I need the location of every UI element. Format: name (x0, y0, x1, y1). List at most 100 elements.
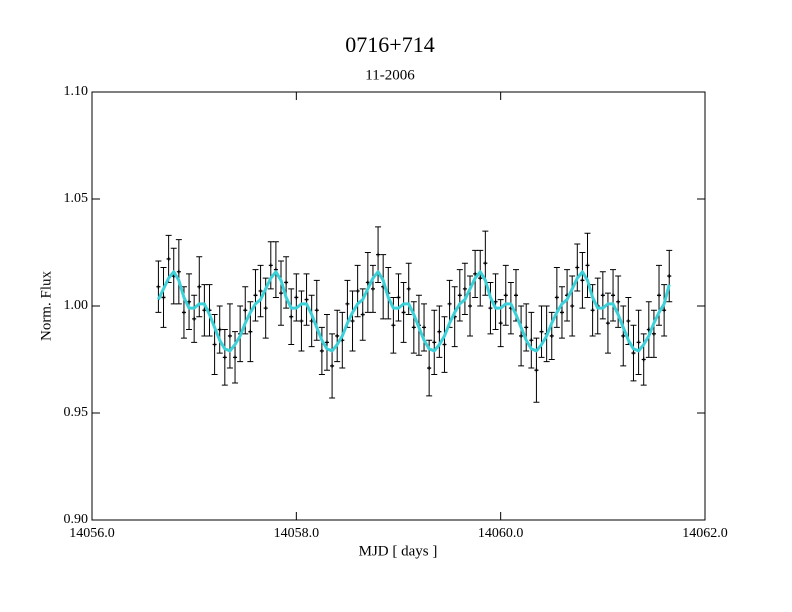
data-point (457, 293, 462, 298)
data-point (590, 308, 595, 313)
data-point (401, 310, 406, 315)
data-point (432, 340, 437, 345)
data-point (524, 325, 529, 330)
data-point (299, 318, 304, 323)
data-point (345, 301, 350, 306)
data-point (559, 310, 564, 315)
data-point (503, 293, 508, 298)
data-point (611, 293, 616, 298)
data-point (498, 321, 503, 326)
data-point (176, 269, 181, 274)
x-tick-label: 14056.0 (69, 526, 115, 541)
data-point (355, 289, 360, 294)
data-point (427, 366, 432, 371)
chart-title: 0716+714 (345, 32, 434, 57)
data-point (314, 308, 319, 313)
data-point (406, 286, 411, 291)
data-point (554, 295, 559, 300)
x-tick-label: 14060.0 (478, 526, 524, 541)
data-point (187, 299, 192, 304)
smooth-curve (157, 270, 671, 353)
data-point (330, 363, 335, 368)
data-point (662, 308, 667, 313)
data-point (279, 291, 284, 296)
data-point (483, 261, 488, 266)
data-point (319, 348, 324, 353)
data-point (284, 280, 289, 285)
data-point (350, 318, 355, 323)
data-point (258, 289, 263, 294)
data-point (253, 293, 258, 298)
data-point (473, 271, 478, 276)
data-point (641, 357, 646, 362)
y-tick-label: 1.10 (64, 84, 89, 99)
data-point (529, 338, 534, 343)
data-point (636, 340, 641, 345)
data-point (585, 263, 590, 268)
data-point (294, 295, 299, 300)
data-point (442, 342, 447, 347)
data-point (626, 318, 631, 323)
data-point (621, 333, 626, 338)
data-point (248, 329, 253, 334)
data-point (631, 351, 636, 356)
chart-subtitle: 11-2006 (365, 67, 415, 83)
data-point (217, 327, 222, 332)
data-point (539, 329, 544, 334)
data-point (243, 308, 248, 313)
data-point (212, 342, 217, 347)
data-point (360, 312, 365, 317)
data-point (161, 295, 166, 300)
data-point (227, 333, 232, 338)
data-point (422, 325, 427, 330)
data-point (616, 299, 621, 304)
data-point (289, 314, 294, 319)
data-point (570, 304, 575, 308)
data-point (462, 286, 467, 291)
data-point (192, 316, 197, 321)
data-point (549, 333, 554, 338)
data-point (605, 321, 610, 326)
data-point (197, 284, 202, 289)
data-point (580, 278, 585, 283)
data-point (324, 340, 329, 345)
data-point (493, 299, 498, 304)
data-point (268, 263, 273, 268)
data-point (222, 355, 227, 360)
data-point (437, 329, 442, 334)
x-tick-label: 14062.0 (682, 526, 728, 541)
data-point (411, 325, 416, 330)
data-point (488, 306, 493, 311)
y-tick-label: 0.95 (64, 405, 89, 420)
data-point (370, 286, 375, 291)
data-point (335, 333, 340, 338)
data-point (667, 274, 672, 279)
y-tick-label: 0.90 (64, 512, 89, 527)
y-tick-label: 1.00 (64, 298, 89, 313)
data-point (396, 295, 401, 300)
data-point (600, 293, 605, 298)
data-point (166, 256, 171, 261)
x-axis-label: MJD [ days ] (359, 543, 438, 559)
data-point (468, 304, 473, 308)
y-tick-label: 1.05 (64, 191, 89, 206)
data-point (181, 310, 186, 315)
data-point (263, 306, 268, 311)
data-point (534, 368, 539, 373)
data-point (651, 331, 656, 336)
data-point (657, 293, 662, 298)
data-point (519, 333, 524, 338)
data-point (575, 265, 580, 270)
data-point (478, 276, 483, 281)
data-point (513, 293, 518, 298)
data-point (391, 323, 396, 328)
x-tick-label: 14058.0 (274, 526, 320, 541)
data-point (156, 284, 161, 289)
data-point (376, 252, 381, 257)
data-point (365, 280, 370, 285)
data-point (233, 355, 238, 360)
y-axis-label: Norm. Flux (38, 271, 54, 342)
data-point (202, 308, 207, 313)
data-point (447, 301, 452, 306)
